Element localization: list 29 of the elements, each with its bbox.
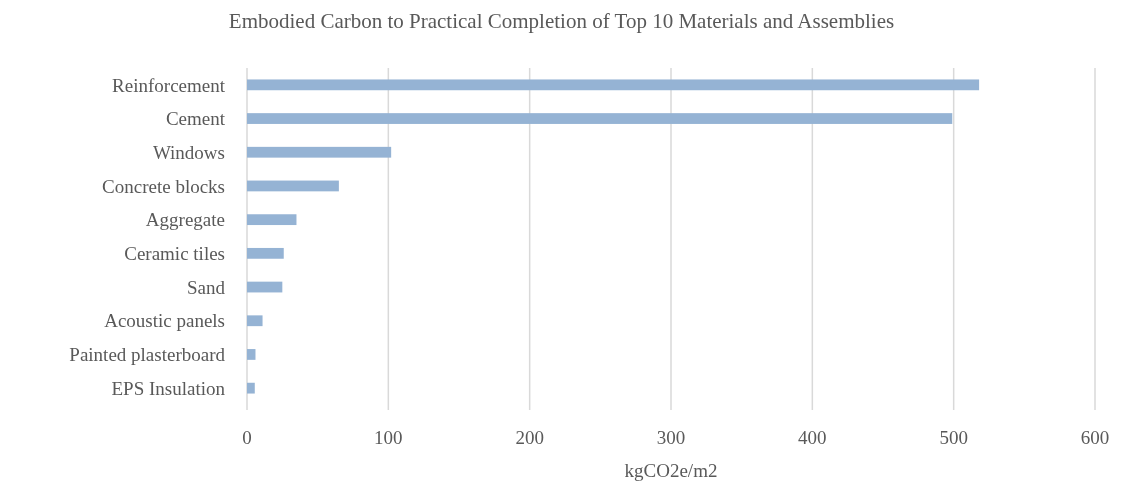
bar [247,180,339,192]
y-tick-label: EPS Insulation [111,377,226,399]
y-tick-label: Aggregate [145,209,225,231]
y-tick-label: Reinforcement [112,74,226,96]
bar [247,113,953,124]
y-tick-label: Windows [152,141,225,163]
bar [247,281,283,293]
x-tick-label: 100 [374,427,403,448]
bar [247,382,255,394]
y-tick-label: Painted plasterboard [69,344,226,366]
y-tick-label: Sand [187,276,226,298]
bar [247,247,284,259]
bar [247,214,297,226]
y-tick-label: Ceramic tiles [124,243,225,264]
x-axis-title: kgCO2e/m2 [624,460,718,481]
x-tick-label: 0 [242,427,252,448]
x-tick-label: 200 [515,427,544,448]
y-tick-label: Acoustic panels [104,310,225,332]
bar [247,79,980,91]
x-tick-label: 300 [656,427,686,448]
chart-title: Embodied Carbon to Practical Completion of Top 10 Materials and Assemblies [228,9,895,33]
y-tick-label: Concrete blocks [102,175,225,197]
bar [247,146,392,158]
x-tick-label: 400 [798,427,827,448]
bar [247,315,263,327]
y-tick-label: Cement [165,108,226,130]
bar [247,349,256,360]
x-tick-label: 500 [939,427,968,448]
x-tick-label: 600 [1080,427,1110,448]
